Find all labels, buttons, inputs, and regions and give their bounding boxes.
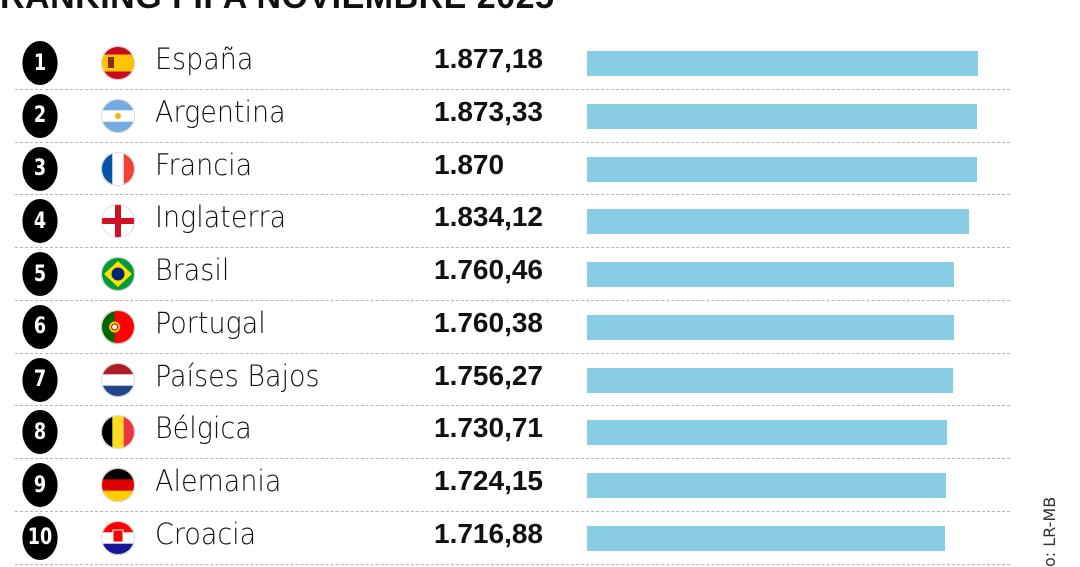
rank-badge: 3 bbox=[22, 146, 58, 191]
rank-badge: 10 bbox=[22, 515, 58, 560]
row-divider bbox=[15, 194, 1010, 196]
bar bbox=[587, 314, 954, 340]
chart-title: RANKING FIFA NOVIEMBRE 2025 bbox=[0, 0, 554, 17]
bar bbox=[587, 420, 948, 446]
bar bbox=[587, 51, 978, 76]
france-flag-icon bbox=[101, 151, 135, 186]
value-label: 1.870 bbox=[434, 148, 505, 180]
croatia-flag-icon bbox=[101, 520, 135, 555]
bar bbox=[587, 209, 970, 235]
netherlands-flag-icon bbox=[101, 362, 135, 397]
ranking-row: 1 España 1.877,18 bbox=[0, 33, 1080, 86]
value-label: 1.724,15 bbox=[434, 465, 543, 496]
rank-badge: 6 bbox=[22, 304, 58, 349]
ranking-row: 2 Argentina 1.873,33 bbox=[0, 86, 1080, 139]
value-label: 1.730,71 bbox=[434, 412, 543, 444]
row-divider bbox=[15, 141, 1010, 143]
value-label: 1.877,18 bbox=[434, 43, 543, 74]
country-label: Francia bbox=[155, 147, 253, 182]
row-divider bbox=[15, 299, 1010, 301]
rank-badge: 1 bbox=[22, 41, 58, 85]
argentina-flag-icon bbox=[101, 98, 135, 133]
germany-flag-icon bbox=[101, 468, 135, 502]
bar bbox=[587, 473, 947, 498]
value-label: 1.834,12 bbox=[434, 201, 543, 233]
value-label: 1.760,38 bbox=[434, 306, 543, 338]
value-label: 1.756,27 bbox=[434, 359, 543, 391]
ranking-row: 9 Alemania 1.724,15 bbox=[0, 455, 1080, 508]
brazil-flag-icon bbox=[101, 257, 135, 291]
bar bbox=[587, 103, 978, 129]
spain-flag-icon bbox=[101, 46, 135, 80]
country-label: España bbox=[155, 42, 254, 76]
country-label: Portugal bbox=[155, 305, 266, 340]
belgium-flag-icon bbox=[101, 415, 135, 450]
value-label: 1.716,88 bbox=[434, 517, 543, 549]
value-label: 1.760,46 bbox=[434, 254, 543, 285]
ranking-row: 4 Inglaterra 1.834,12 bbox=[0, 191, 1080, 244]
rank-badge: 8 bbox=[22, 410, 58, 455]
rank-badge: 7 bbox=[22, 357, 58, 402]
ranking-row: 5 Brasil 1.760,46 bbox=[0, 244, 1080, 297]
country-label: Países Bajos bbox=[155, 358, 320, 393]
rank-badge: 9 bbox=[22, 463, 58, 507]
rank-badge: 2 bbox=[22, 93, 58, 138]
row-divider bbox=[15, 458, 1010, 459]
ranking-row: 10 Croacia 1.716,88 bbox=[0, 508, 1080, 561]
country-label: Alemania bbox=[155, 464, 282, 498]
ranking-row: 3 Francia 1.870 bbox=[0, 139, 1080, 192]
england-flag-icon bbox=[101, 204, 135, 239]
bar bbox=[587, 525, 945, 551]
row-divider bbox=[15, 352, 1010, 354]
row-divider bbox=[15, 510, 1010, 512]
bar bbox=[587, 156, 977, 182]
bar bbox=[587, 262, 954, 287]
row-divider bbox=[15, 88, 1010, 90]
country-label: Argentina bbox=[155, 94, 286, 129]
rank-badge: 5 bbox=[22, 252, 58, 296]
row-divider bbox=[15, 405, 1010, 407]
ranking-row: 8 Bélgica 1.730,71 bbox=[0, 402, 1080, 455]
country-label: Croacia bbox=[155, 516, 257, 551]
country-label: Brasil bbox=[155, 253, 230, 287]
row-divider bbox=[15, 563, 1010, 565]
bar bbox=[587, 367, 953, 393]
ranking-row: 6 Portugal 1.760,38 bbox=[0, 297, 1080, 350]
ranking-row: 7 Países Bajos 1.756,27 bbox=[0, 350, 1080, 403]
value-label: 1.873,33 bbox=[434, 95, 543, 127]
portugal-flag-icon bbox=[101, 309, 135, 344]
country-label: Bélgica bbox=[155, 411, 252, 446]
row-divider bbox=[15, 247, 1010, 248]
country-label: Inglaterra bbox=[155, 200, 287, 235]
rank-badge: 4 bbox=[22, 199, 58, 244]
